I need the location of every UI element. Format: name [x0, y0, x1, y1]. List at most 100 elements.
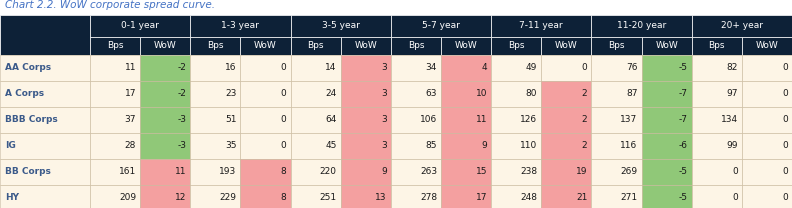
Text: 209: 209 [119, 193, 136, 203]
Bar [190, 15, 291, 37]
Text: 220: 220 [320, 167, 337, 177]
Bar [90, 159, 140, 185]
Bar [341, 133, 391, 159]
Text: 0: 0 [581, 63, 588, 73]
Text: 248: 248 [520, 193, 537, 203]
Bar [391, 185, 441, 208]
Text: 11-20 year: 11-20 year [617, 21, 666, 31]
Text: 45: 45 [326, 141, 337, 151]
Text: 4: 4 [482, 63, 487, 73]
Text: 278: 278 [420, 193, 437, 203]
Bar [241, 37, 291, 55]
Text: 0: 0 [782, 193, 788, 203]
Text: 76: 76 [626, 63, 638, 73]
Bar [140, 55, 190, 81]
Bar [541, 55, 592, 81]
Bar [742, 185, 792, 208]
Text: Bps: Bps [508, 42, 524, 51]
Bar [691, 133, 742, 159]
Text: 11: 11 [124, 63, 136, 73]
Bar [140, 133, 190, 159]
Bar [441, 185, 491, 208]
Bar [592, 159, 642, 185]
Bar [391, 37, 441, 55]
Text: 263: 263 [420, 167, 437, 177]
Text: WoW: WoW [154, 42, 177, 51]
Bar [592, 133, 642, 159]
Text: Bps: Bps [608, 42, 625, 51]
Text: 51: 51 [225, 115, 237, 125]
Bar [541, 81, 592, 107]
Text: 17: 17 [124, 89, 136, 99]
Bar [541, 159, 592, 185]
Bar [691, 107, 742, 133]
Bar [291, 81, 341, 107]
Text: 87: 87 [626, 89, 638, 99]
Text: 0-1 year: 0-1 year [121, 21, 159, 31]
Text: 85: 85 [425, 141, 437, 151]
Bar [0, 81, 90, 107]
Bar [491, 55, 541, 81]
Text: 5-7 year: 5-7 year [422, 21, 460, 31]
Text: 161: 161 [119, 167, 136, 177]
Bar [341, 81, 391, 107]
Text: 63: 63 [425, 89, 437, 99]
Text: 0: 0 [782, 63, 788, 73]
Bar [190, 81, 241, 107]
Bar [291, 15, 391, 37]
Text: 0: 0 [281, 63, 287, 73]
Text: 0: 0 [782, 167, 788, 177]
Bar [441, 37, 491, 55]
Bar [592, 185, 642, 208]
Text: A Corps: A Corps [5, 89, 44, 99]
Text: Bps: Bps [107, 42, 124, 51]
Bar [691, 37, 742, 55]
Text: 1-3 year: 1-3 year [222, 21, 259, 31]
Text: -7: -7 [679, 89, 687, 99]
Text: -2: -2 [177, 89, 186, 99]
Text: WoW: WoW [555, 42, 577, 51]
Text: 28: 28 [125, 141, 136, 151]
Bar [642, 55, 691, 81]
Text: 7-11 year: 7-11 year [520, 21, 563, 31]
Bar [0, 133, 90, 159]
Text: 110: 110 [520, 141, 537, 151]
Text: 0: 0 [281, 115, 287, 125]
Text: 12: 12 [175, 193, 186, 203]
Text: 3: 3 [381, 141, 386, 151]
Text: 14: 14 [326, 63, 337, 73]
Bar [742, 81, 792, 107]
Text: 64: 64 [326, 115, 337, 125]
Bar [441, 81, 491, 107]
Text: 0: 0 [782, 89, 788, 99]
Bar [491, 185, 541, 208]
Bar [341, 185, 391, 208]
Bar [341, 37, 391, 55]
Text: HY: HY [5, 193, 19, 203]
Bar [0, 107, 90, 133]
Bar [291, 107, 341, 133]
Text: Chart 2.2. WoW corporate spread curve.: Chart 2.2. WoW corporate spread curve. [5, 0, 215, 10]
Text: 13: 13 [375, 193, 386, 203]
Bar [441, 55, 491, 81]
Bar [592, 81, 642, 107]
Bar [441, 159, 491, 185]
Bar [592, 107, 642, 133]
Bar [190, 133, 241, 159]
Text: 0: 0 [782, 141, 788, 151]
Text: -3: -3 [177, 141, 186, 151]
Text: 2: 2 [582, 115, 588, 125]
Bar [90, 55, 140, 81]
Bar [241, 55, 291, 81]
Text: 82: 82 [726, 63, 738, 73]
Text: 23: 23 [225, 89, 237, 99]
Bar [291, 159, 341, 185]
Text: WoW: WoW [655, 42, 678, 51]
Bar [140, 185, 190, 208]
Text: 251: 251 [320, 193, 337, 203]
Bar [642, 37, 691, 55]
Bar [341, 55, 391, 81]
Bar [391, 81, 441, 107]
Text: 16: 16 [225, 63, 237, 73]
Bar [140, 81, 190, 107]
